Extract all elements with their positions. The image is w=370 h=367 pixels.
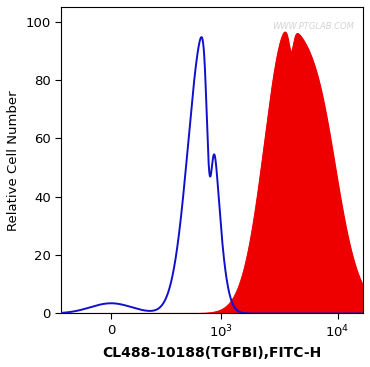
Text: WWW.PTGLAB.COM: WWW.PTGLAB.COM (272, 22, 354, 31)
X-axis label: CL488-10188(TGFBI),FITC-H: CL488-10188(TGFBI),FITC-H (102, 346, 322, 360)
Y-axis label: Relative Cell Number: Relative Cell Number (7, 90, 20, 230)
